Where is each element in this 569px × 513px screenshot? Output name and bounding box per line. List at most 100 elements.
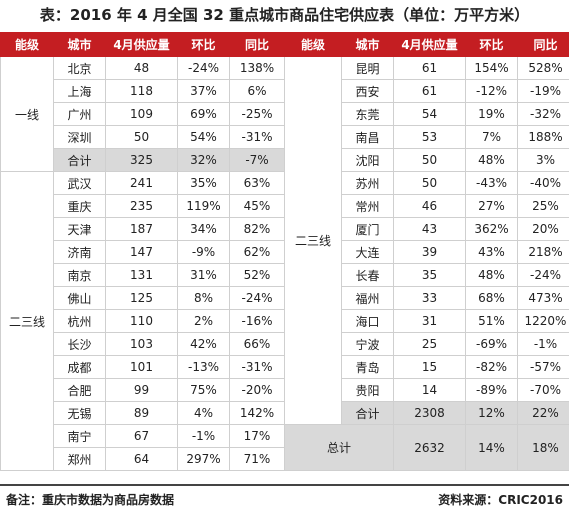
mom-cell: 154% [466, 57, 518, 80]
city-cell: 郑州 [54, 448, 106, 471]
supply-cell: 147 [106, 241, 178, 264]
supply-cell: 14 [394, 379, 466, 402]
city-cell: 沈阳 [342, 149, 394, 172]
yoy-cell: -25% [230, 103, 285, 126]
yoy-cell: -1% [518, 333, 569, 356]
city-cell: 南宁 [54, 425, 106, 448]
mom-cell: 54% [178, 126, 230, 149]
supply-table: 能级 城市 4月供应量 环比 同比 能级 城市 4月供应量 环比 同比 一线北京… [0, 32, 569, 471]
supply-cell: 89 [106, 402, 178, 425]
yoy-cell: -19% [518, 80, 569, 103]
mom-cell: 119% [178, 195, 230, 218]
city-cell: 大连 [342, 241, 394, 264]
city-cell: 长春 [342, 264, 394, 287]
mom-cell: 75% [178, 379, 230, 402]
header-tier: 能级 [285, 33, 342, 57]
footer: 备注：重庆市数据为商品房数据 资料来源：CRIC2016 [0, 484, 569, 513]
city-cell: 青岛 [342, 356, 394, 379]
mom-cell: 12% [466, 402, 518, 425]
yoy-cell: -70% [518, 379, 569, 402]
mom-cell: 48% [466, 149, 518, 172]
tier-label: 二三线 [1, 172, 54, 471]
mom-cell: -9% [178, 241, 230, 264]
mom-cell: 68% [466, 287, 518, 310]
city-cell: 上海 [54, 80, 106, 103]
yoy-cell: -57% [518, 356, 569, 379]
yoy-cell: -24% [518, 264, 569, 287]
yoy-cell: 188% [518, 126, 569, 149]
yoy-cell: 142% [230, 402, 285, 425]
city-cell: 昆明 [342, 57, 394, 80]
supply-cell: 50 [106, 126, 178, 149]
total-mom: 14% [466, 425, 518, 471]
footer-note: 备注：重庆市数据为商品房数据 [6, 491, 174, 508]
city-cell: 深圳 [54, 126, 106, 149]
tier-label: 二三线 [285, 57, 342, 425]
header-city: 城市 [54, 33, 106, 57]
city-cell: 贵阳 [342, 379, 394, 402]
mom-cell: 51% [466, 310, 518, 333]
supply-cell: 103 [106, 333, 178, 356]
supply-cell: 235 [106, 195, 178, 218]
header-supply: 4月供应量 [106, 33, 178, 57]
yoy-cell: 22% [518, 402, 569, 425]
mom-cell: 69% [178, 103, 230, 126]
supply-cell: 110 [106, 310, 178, 333]
mom-cell: 7% [466, 126, 518, 149]
supply-cell: 241 [106, 172, 178, 195]
yoy-cell: 66% [230, 333, 285, 356]
header-yoy: 同比 [230, 33, 285, 57]
header-tier: 能级 [1, 33, 54, 57]
supply-cell: 50 [394, 172, 466, 195]
mom-cell: 32% [178, 149, 230, 172]
city-cell: 合计 [54, 149, 106, 172]
yoy-cell: -20% [230, 379, 285, 402]
city-cell: 杭州 [54, 310, 106, 333]
mom-cell: 42% [178, 333, 230, 356]
yoy-cell: 63% [230, 172, 285, 195]
supply-cell: 25 [394, 333, 466, 356]
supply-cell: 67 [106, 425, 178, 448]
mom-cell: -13% [178, 356, 230, 379]
city-cell: 福州 [342, 287, 394, 310]
supply-cell: 61 [394, 57, 466, 80]
mom-cell: -69% [466, 333, 518, 356]
header-yoy: 同比 [518, 33, 569, 57]
yoy-cell: 6% [230, 80, 285, 103]
city-cell: 广州 [54, 103, 106, 126]
mom-cell: 19% [466, 103, 518, 126]
yoy-cell: -7% [230, 149, 285, 172]
yoy-cell: -31% [230, 356, 285, 379]
mom-cell: 43% [466, 241, 518, 264]
city-cell: 武汉 [54, 172, 106, 195]
yoy-cell: -24% [230, 287, 285, 310]
city-cell: 重庆 [54, 195, 106, 218]
city-cell: 常州 [342, 195, 394, 218]
supply-cell: 2308 [394, 402, 466, 425]
yoy-cell: 20% [518, 218, 569, 241]
supply-cell: 31 [394, 310, 466, 333]
tier-label: 一线 [1, 57, 54, 172]
mom-cell: 2% [178, 310, 230, 333]
supply-cell: 39 [394, 241, 466, 264]
mom-cell: -1% [178, 425, 230, 448]
supply-cell: 54 [394, 103, 466, 126]
mom-cell: -24% [178, 57, 230, 80]
mom-cell: 8% [178, 287, 230, 310]
city-cell: 成都 [54, 356, 106, 379]
city-cell: 北京 [54, 57, 106, 80]
total-yoy: 18% [518, 425, 569, 471]
mom-cell: 48% [466, 264, 518, 287]
city-cell: 海口 [342, 310, 394, 333]
header-city: 城市 [342, 33, 394, 57]
mom-cell: 35% [178, 172, 230, 195]
mom-cell: 34% [178, 218, 230, 241]
yoy-cell: 1220% [518, 310, 569, 333]
supply-cell: 101 [106, 356, 178, 379]
city-cell: 长沙 [54, 333, 106, 356]
supply-cell: 64 [106, 448, 178, 471]
yoy-cell: -31% [230, 126, 285, 149]
mom-cell: 362% [466, 218, 518, 241]
yoy-cell: 45% [230, 195, 285, 218]
supply-cell: 48 [106, 57, 178, 80]
